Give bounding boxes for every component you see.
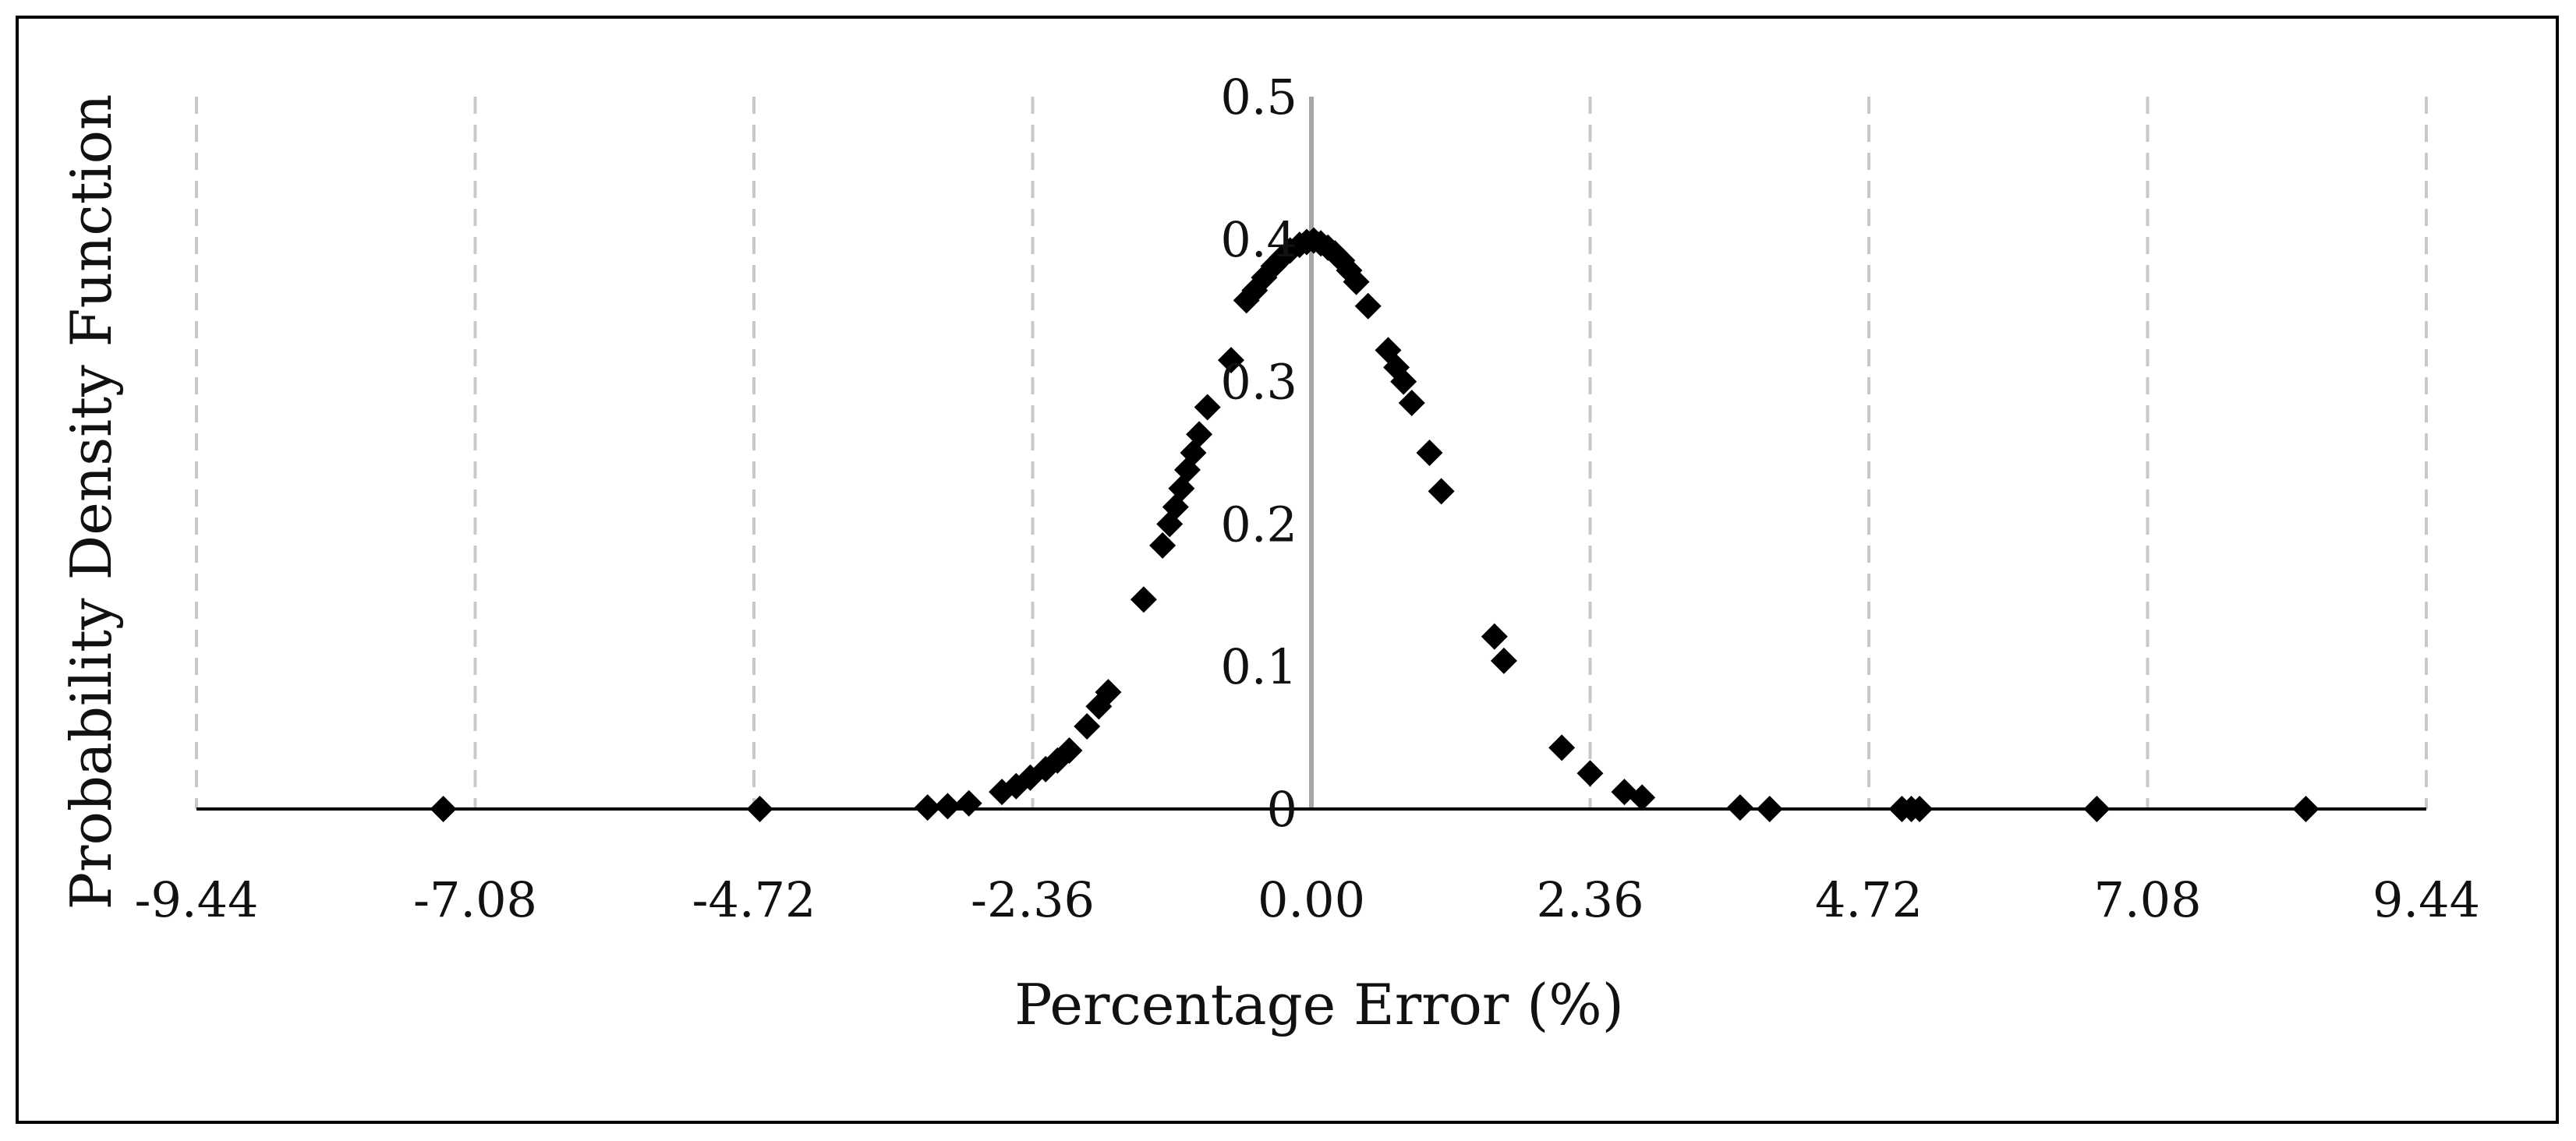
data-point-21 bbox=[1186, 421, 1213, 448]
data-point-48 bbox=[1548, 734, 1576, 761]
data-point-52 bbox=[1726, 794, 1753, 821]
data-point-49 bbox=[1576, 760, 1604, 787]
data-point-23 bbox=[1217, 347, 1244, 374]
x-tick-label: 0.00 bbox=[1258, 871, 1365, 928]
x-tick-label: 2.36 bbox=[1536, 871, 1644, 928]
y-tick-labels: 0 0.1 0.2 0.3 0.4 0.5 bbox=[1220, 69, 1297, 838]
data-point-44 bbox=[1416, 440, 1443, 466]
y-tick-label: 0.2 bbox=[1220, 496, 1297, 553]
scatter-chart: -9.44 -7.08 -4.72 -2.36 0.00 2.36 4.72 7.08 9.44… bbox=[58, 69, 2481, 1037]
data-point-53 bbox=[1756, 796, 1783, 822]
x-tick-label: -7.08 bbox=[413, 871, 537, 928]
data-point-10 bbox=[1056, 737, 1083, 765]
y-axis-title: Probability Density Function bbox=[58, 94, 124, 910]
y-tick-label: 0.5 bbox=[1220, 69, 1297, 125]
x-tick-labels: -9.44 -7.08 -4.72 -2.36 0.00 2.36 4.72 7.08 9.44 bbox=[135, 871, 2481, 928]
y-tick-label: 0 bbox=[1267, 781, 1297, 838]
data-point-43 bbox=[1398, 390, 1425, 417]
data-point-57 bbox=[2083, 796, 2111, 822]
data-point-47 bbox=[1490, 647, 1517, 674]
y-tick-label: 0.3 bbox=[1220, 354, 1297, 411]
data-point-0 bbox=[430, 796, 457, 822]
x-tick-label: -2.36 bbox=[971, 871, 1095, 928]
data-points bbox=[430, 227, 2319, 822]
data-point-51 bbox=[1629, 784, 1656, 811]
y-tick-label: 0.4 bbox=[1220, 211, 1297, 268]
x-tick-label: 7.08 bbox=[2093, 871, 2201, 928]
data-point-4 bbox=[955, 790, 982, 817]
data-point-2 bbox=[914, 794, 941, 821]
data-point-3 bbox=[934, 793, 961, 820]
x-axis-title: Percentage Error (%) bbox=[1014, 972, 1624, 1037]
x-tick-label: -4.72 bbox=[692, 871, 816, 928]
y-tick-label: 0.1 bbox=[1220, 638, 1297, 695]
data-point-15 bbox=[1149, 532, 1177, 559]
data-point-13 bbox=[1095, 679, 1122, 706]
data-point-46 bbox=[1481, 623, 1508, 650]
x-tick-label: -9.44 bbox=[135, 871, 259, 928]
data-point-39 bbox=[1354, 292, 1382, 320]
x-tick-label: 4.72 bbox=[1815, 871, 1923, 928]
data-point-45 bbox=[1428, 478, 1455, 505]
data-point-14 bbox=[1130, 586, 1157, 613]
chart-frame: -9.44 -7.08 -4.72 -2.36 0.00 2.36 4.72 7.08 9.44… bbox=[16, 16, 2559, 1124]
data-point-58 bbox=[2292, 796, 2319, 822]
data-point-42 bbox=[1390, 368, 1417, 395]
data-point-22 bbox=[1194, 394, 1221, 421]
x-tick-label: 9.44 bbox=[2373, 871, 2480, 928]
axes bbox=[196, 97, 2426, 811]
data-point-11 bbox=[1074, 712, 1101, 740]
data-point-38 bbox=[1343, 268, 1370, 295]
data-point-56 bbox=[1906, 796, 1934, 822]
grid-lines bbox=[195, 97, 2428, 809]
data-point-1 bbox=[746, 796, 773, 822]
